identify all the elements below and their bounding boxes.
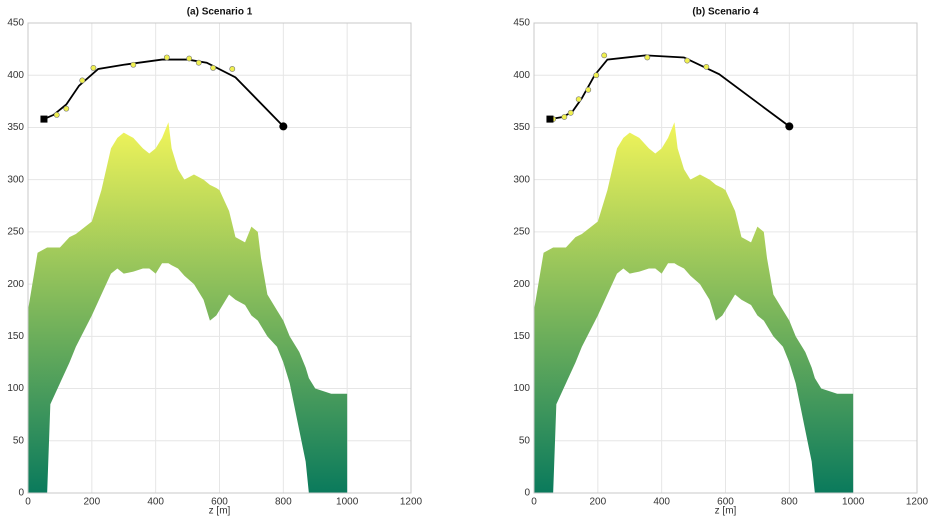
x-tick-label: 1200 <box>400 497 423 508</box>
y-tick-label: 400 <box>7 70 24 81</box>
waypoint <box>594 73 599 78</box>
start-marker <box>40 116 47 123</box>
y-tick-label: 400 <box>513 70 530 81</box>
y-tick-label: 300 <box>7 174 24 185</box>
waypoint <box>685 58 690 63</box>
waypoint <box>645 55 650 60</box>
waypoint <box>80 78 85 83</box>
y-tick-label: 150 <box>7 331 24 342</box>
waypoint <box>602 53 607 58</box>
waypoint <box>187 56 192 61</box>
y-tick-label: 200 <box>7 279 24 290</box>
x-tick-label: 1000 <box>336 497 359 508</box>
waypoint <box>230 66 235 71</box>
chart-title: (a) Scenario 1 <box>187 7 253 18</box>
waypoint <box>91 65 96 70</box>
y-tick-label: 250 <box>513 227 530 238</box>
waypoint <box>568 110 573 115</box>
waypoint <box>164 55 169 60</box>
end-marker <box>279 122 287 130</box>
y-tick-label: 450 <box>513 18 530 29</box>
y-tick-label: 450 <box>7 18 24 29</box>
waypoint <box>131 62 136 67</box>
y-tick-label: 350 <box>513 122 530 133</box>
chart-title: (b) Scenario 4 <box>692 7 759 18</box>
waypoint <box>211 65 216 70</box>
waypoint <box>54 112 59 117</box>
x-tick-label: 200 <box>589 497 606 508</box>
x-tick-label: 0 <box>25 497 31 508</box>
waypoint <box>704 64 709 69</box>
y-tick-label: 50 <box>13 435 25 446</box>
x-tick-label: 400 <box>147 497 164 508</box>
waypoint <box>562 114 567 119</box>
x-tick-label: 1000 <box>842 497 865 508</box>
y-tick-label: 350 <box>7 122 24 133</box>
x-axis-label: z [m] <box>715 506 737 517</box>
y-tick-label: 50 <box>519 435 531 446</box>
end-marker <box>785 122 793 130</box>
y-tick-label: 100 <box>513 383 530 394</box>
waypoint <box>576 97 581 102</box>
y-tick-label: 150 <box>513 331 530 342</box>
waypoint <box>196 60 201 65</box>
y-tick-label: 200 <box>513 279 530 290</box>
waypoint <box>64 106 69 111</box>
start-marker <box>546 116 553 123</box>
y-tick-label: 100 <box>7 383 24 394</box>
x-tick-label: 1200 <box>906 497 929 508</box>
x-tick-label: 800 <box>275 497 292 508</box>
y-tick-label: 0 <box>18 488 24 499</box>
waypoint <box>586 87 591 92</box>
y-tick-label: 0 <box>524 488 530 499</box>
x-tick-label: 800 <box>781 497 798 508</box>
x-tick-label: 400 <box>653 497 670 508</box>
figure: 0501001502002503003504004500200400600800… <box>0 0 933 520</box>
x-tick-label: 200 <box>83 497 100 508</box>
y-tick-label: 250 <box>7 227 24 238</box>
x-tick-label: 0 <box>531 497 537 508</box>
y-tick-label: 300 <box>513 174 530 185</box>
x-axis-label: z [m] <box>209 506 231 517</box>
